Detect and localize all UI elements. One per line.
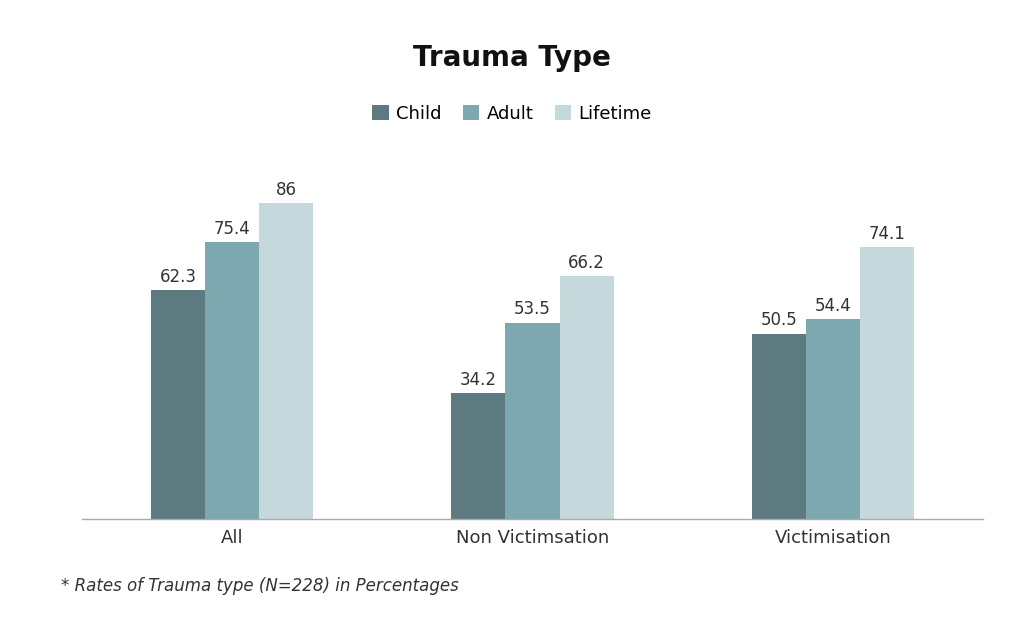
Bar — [205, 242, 259, 519]
Text: 66.2: 66.2 — [568, 254, 605, 272]
Text: Trauma Type: Trauma Type — [413, 44, 611, 72]
Text: 34.2: 34.2 — [460, 371, 497, 389]
Text: 50.5: 50.5 — [761, 311, 797, 329]
Legend: Child, Adult, Lifetime: Child, Adult, Lifetime — [366, 97, 658, 130]
Bar — [259, 203, 313, 519]
Bar — [752, 334, 806, 519]
Bar — [806, 319, 860, 519]
Text: 86: 86 — [275, 181, 297, 199]
Bar — [506, 323, 559, 519]
Bar — [860, 247, 914, 519]
Text: 54.4: 54.4 — [814, 297, 851, 315]
Text: * Rates of Trauma type (N=228) in Percentages: * Rates of Trauma type (N=228) in Percen… — [61, 577, 459, 595]
Text: 74.1: 74.1 — [868, 225, 905, 242]
Text: 62.3: 62.3 — [160, 268, 197, 286]
Text: 53.5: 53.5 — [514, 300, 551, 318]
Bar — [452, 394, 506, 519]
Text: 75.4: 75.4 — [214, 220, 251, 238]
Bar — [151, 291, 205, 519]
Bar — [559, 276, 613, 519]
